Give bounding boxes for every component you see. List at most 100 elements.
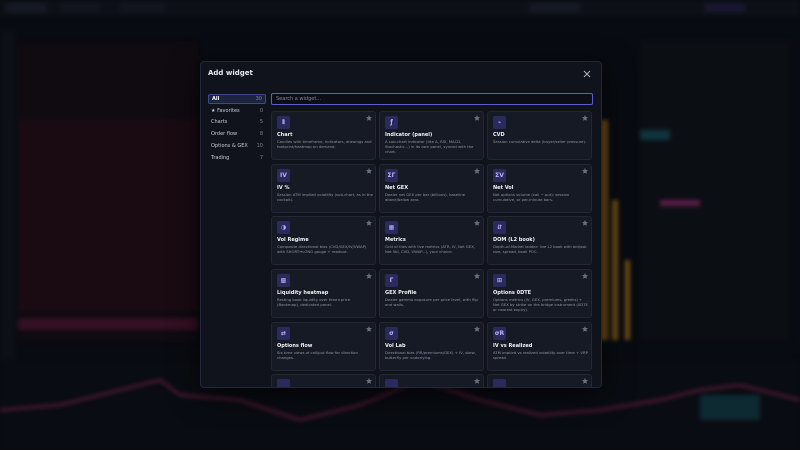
favorite-star[interactable] [582, 326, 588, 332]
widget-icon: ⇄ [277, 327, 290, 340]
favorite-star[interactable] [582, 273, 588, 279]
widget-card[interactable] [487, 374, 592, 387]
add-widget-dialog: Add widget Search a widget... All 30 ★ Fav… [200, 61, 602, 388]
widget-card[interactable]: ◑ Vol Regime Composite directional bias (C… [271, 216, 376, 265]
widget-description: Candles with timeframe, indicators, draw… [277, 139, 372, 149]
widget-card[interactable] [271, 374, 376, 387]
favorite-star[interactable] [474, 378, 480, 384]
widget-description: Options metrics (IV, GEX, premiums, gree… [493, 297, 588, 312]
widget-icon: ▦ [385, 221, 398, 234]
widget-description: Session ATM implied volatility (sub-char… [277, 192, 373, 202]
widget-card[interactable]: ⊞ Options 0DTE Options metrics (IV, GEX, p… [487, 269, 592, 318]
widget-card[interactable]: ΣV Net Vol Net options volume (call − put)… [487, 164, 592, 213]
category-item[interactable]: Options & GEX 10 [208, 141, 266, 151]
widget-description: Grid of tiles with live metrics (ATR, IV… [385, 244, 476, 254]
widget-name: Options flow [277, 343, 313, 349]
favorite-star[interactable] [474, 168, 480, 174]
close-button[interactable] [583, 70, 591, 78]
favorite-star[interactable] [366, 326, 372, 332]
favorite-star[interactable] [582, 115, 588, 121]
widget-card[interactable]: ▦ Metrics Grid of tiles with live metrics … [379, 216, 484, 265]
favorite-star[interactable] [582, 220, 588, 226]
search-input[interactable]: Search a widget... [271, 93, 593, 105]
widget-description: ATM implied vs realized volatility over … [493, 350, 588, 360]
widget-card[interactable]: Γ GEX Profile Dealer gamma exposure per pr… [379, 269, 484, 318]
widget-description: Six time views of call/put flow for dire… [277, 350, 358, 360]
widget-description: Resting book liquidity over time×price (… [277, 297, 351, 307]
dialog-title: Add widget [208, 69, 253, 77]
widget-icon: ΣV [493, 169, 506, 182]
widget-description: A sub-chart indicator (like Δ, RSI, MACD… [385, 139, 474, 154]
favorite-star[interactable] [366, 273, 372, 279]
category-item[interactable]: Trading 7 [208, 153, 266, 163]
widget-name: IV % [277, 185, 290, 191]
widget-card[interactable]: ⌁ CVD Session cumulative delta (buyer/sell… [487, 111, 592, 160]
category-label: Trading [211, 154, 230, 161]
favorite-star[interactable] [366, 378, 372, 384]
widget-name: Liquidity heatmap [277, 290, 329, 296]
widget-icon: ⇵ [493, 221, 506, 234]
category-count: 0 [259, 107, 263, 114]
widget-card[interactable]: ⫴ Chart Candles with timeframe, indicators… [271, 111, 376, 160]
widget-icon: ƒ [385, 116, 398, 129]
widget-description: Net options volume (call − put): session… [493, 192, 570, 202]
favorite-star[interactable] [366, 115, 372, 121]
widget-description: Dealer gamma exposure per price level, w… [385, 297, 478, 307]
widget-icon: IV [277, 169, 290, 182]
category-item[interactable]: Charts 5 [208, 117, 266, 127]
favorite-star[interactable] [366, 168, 372, 174]
widget-card[interactable]: ƒ Indicator (panel) A sub-chart indicator … [379, 111, 484, 160]
favorite-star[interactable] [582, 168, 588, 174]
widget-name: Net Vol [493, 185, 514, 191]
widget-description: Directional bias (RR/premiums/GEX) + IV,… [385, 350, 476, 360]
category-count: 30 [255, 96, 262, 102]
widget-card[interactable]: σ Vol Lab Directional bias (RR/premiums/GE… [379, 322, 484, 371]
widget-name: Indicator (panel) [385, 132, 433, 138]
widget-name: GEX Profile [385, 290, 417, 296]
category-count: 10 [256, 142, 263, 149]
category-label: Options & GEX [211, 142, 248, 149]
favorite-star[interactable] [474, 115, 480, 121]
category-item[interactable]: ★ Favorites 0 [208, 106, 266, 116]
widget-icon [493, 379, 506, 387]
widget-card[interactable]: ⇄ Options flow Six time views of call/put … [271, 322, 376, 371]
favorite-star[interactable] [474, 326, 480, 332]
widget-icon: σ [385, 327, 398, 340]
favorite-star[interactable] [474, 220, 480, 226]
widget-name: Metrics [385, 237, 406, 243]
category-count: 8 [259, 131, 263, 138]
widget-card[interactable] [379, 374, 484, 387]
widget-icon: Γ [385, 274, 398, 287]
category-item[interactable]: Order flow 8 [208, 129, 266, 139]
widget-description: Dealer net GEX per bar (billions), basel… [385, 192, 465, 202]
widget-card[interactable]: ΣΓ Net GEX Dealer net GEX per bar (billion… [379, 164, 484, 213]
widget-icon: ⌁ [493, 116, 506, 129]
category-label: ★ Favorites [211, 107, 240, 114]
widget-card[interactable]: ▩ Liquidity heatmap Resting book liquidity… [271, 269, 376, 318]
favorite-star[interactable] [474, 273, 480, 279]
widget-name: Options 0DTE [493, 290, 532, 296]
widget-name: Vol Lab [385, 343, 406, 349]
widget-card[interactable]: ⇵ DOM (L2 book) Depth-of-Market ladder: li… [487, 216, 592, 265]
search-placeholder: Search a widget... [276, 96, 322, 102]
widget-icon [277, 379, 290, 387]
category-label: Charts [211, 119, 228, 126]
widget-name: Vol Regime [277, 237, 309, 243]
category-count: 5 [259, 119, 263, 126]
widget-icon: ΣΓ [385, 169, 398, 182]
widget-card[interactable]: σR IV vs Realized ATM implied vs realized … [487, 322, 592, 371]
widget-icon: ⫴ [277, 116, 290, 129]
widget-icon: ▩ [277, 274, 290, 287]
widget-description: Depth-of-Market ladder: live L2 book wit… [493, 244, 587, 254]
favorite-star[interactable] [582, 378, 588, 384]
favorite-star[interactable] [366, 220, 372, 226]
widget-icon: ◑ [277, 221, 290, 234]
widget-card[interactable]: IV IV % Session ATM implied volatility (su… [271, 164, 376, 213]
widget-name: DOM (L2 book) [493, 237, 535, 243]
category-item[interactable]: All 30 [208, 94, 266, 104]
widget-name: Chart [277, 132, 293, 138]
widget-icon [385, 379, 398, 387]
category-label: Order flow [211, 131, 238, 138]
